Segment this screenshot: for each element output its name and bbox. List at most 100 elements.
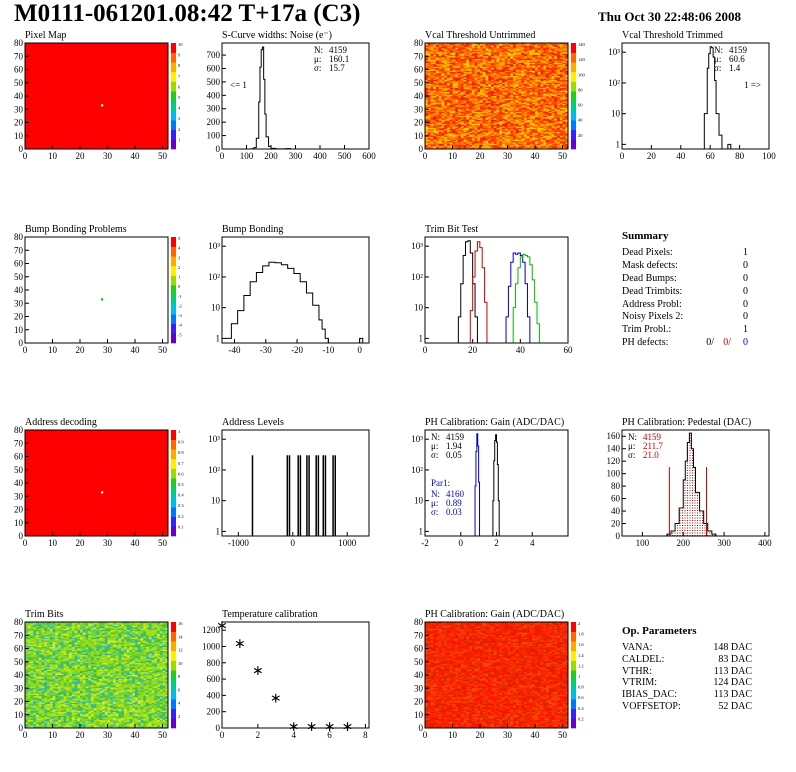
heatmap-cell (471, 99, 475, 102)
heatmap-cell (107, 622, 111, 624)
heatmap-cell (458, 147, 462, 149)
heatmap-cell (562, 58, 566, 61)
heatmap-cell (507, 46, 511, 49)
heatmap-cell (436, 133, 440, 135)
heatmap-cell (526, 70, 530, 73)
overflow-label: <= 1 (230, 80, 247, 90)
heatmap-cell (510, 50, 514, 53)
heatmap-cell (452, 80, 456, 82)
heatmap-cell (480, 125, 484, 127)
heatmap-cell (521, 131, 525, 134)
heatmap-cell (502, 138, 506, 141)
heatmap-cell (499, 52, 503, 54)
heatmap-cell (540, 117, 544, 119)
heatmap-cell (518, 64, 522, 66)
heatmap-cell (466, 129, 470, 131)
heatmap-cell (496, 118, 500, 121)
heatmap-cell (557, 106, 561, 109)
heatmap-cell (441, 102, 445, 105)
heatmap-cell (521, 125, 525, 127)
heatmap-cell (436, 89, 440, 92)
heatmap-cell (433, 129, 437, 131)
heatmap-cell (458, 127, 462, 130)
heatmap-cell (71, 627, 75, 630)
heatmap-cell (513, 49, 517, 52)
heatmap-cell (477, 44, 481, 47)
heatmap-cell (485, 43, 489, 45)
heatmap-cell (502, 129, 506, 131)
heatmap-cell (515, 114, 519, 117)
heatmap-cell (463, 119, 467, 122)
heatmap-cell (438, 119, 442, 122)
heatmap-cell (499, 48, 503, 51)
heatmap-cell (562, 138, 566, 141)
heatmap-cell (496, 45, 500, 48)
heatmap-cell (557, 109, 561, 111)
heatmap-cell (469, 54, 473, 57)
heatmap-cell (447, 54, 451, 57)
heatmap-cell (463, 69, 467, 72)
heatmap-cell (526, 82, 530, 85)
heatmap-cell (107, 629, 111, 632)
heatmap-cell (537, 130, 541, 133)
heatmap-cell (159, 625, 163, 628)
heatmap-cell (502, 115, 506, 118)
heatmap-cell (537, 56, 541, 58)
heatmap-cell (526, 84, 530, 86)
heatmap-cell (425, 65, 429, 68)
heatmap-cell (447, 92, 451, 94)
heatmap-cell (502, 66, 506, 69)
heatmap-cell (458, 44, 462, 47)
x-tick-label: 100 (636, 538, 650, 548)
heatmap-cell (69, 624, 73, 627)
heatmap-cell (535, 64, 539, 66)
heatmap-cell (444, 131, 448, 134)
heatmap-cell (518, 78, 522, 81)
heatmap-cell (452, 73, 456, 76)
heatmap-cell (91, 627, 95, 630)
heatmap-cell (551, 97, 555, 100)
y-tick-label: 10² (411, 272, 423, 282)
heatmap-cell (430, 146, 434, 149)
heatmap-cell (485, 53, 489, 56)
heatmap-cell (449, 93, 453, 96)
heatmap-cell (559, 117, 563, 119)
heatmap-cell (562, 119, 566, 122)
heatmap-cell (548, 107, 552, 110)
heatmap-cell (458, 66, 462, 69)
x-tick-label: 10 (48, 345, 58, 355)
heatmap-cell (460, 69, 464, 72)
heatmap-cell (452, 137, 456, 139)
heatmap-cell (427, 94, 431, 97)
stats2-label: μ: (431, 498, 438, 508)
heatmap-cell (427, 73, 431, 76)
heatmap-cell (480, 52, 484, 54)
heatmap-cell (482, 126, 486, 129)
heatmap-cell (433, 113, 437, 115)
heatmap-cell (488, 52, 492, 54)
heatmap-cell (507, 50, 511, 53)
heatmap-cell (447, 96, 451, 98)
heatmap-cell (469, 61, 473, 64)
heatmap-cell (537, 133, 541, 135)
heatmap-cell (436, 126, 440, 129)
heatmap-cell (524, 60, 528, 62)
heatmap-cell (159, 627, 163, 630)
heatmap-cell (436, 54, 440, 57)
heatmap-cell (493, 56, 497, 58)
heatmap-cell (477, 85, 481, 88)
heatmap-cell (449, 131, 453, 134)
heatmap-cell (496, 135, 500, 138)
heatmap-cell (548, 94, 552, 97)
heatmap-cell (66, 628, 70, 631)
heatmap-cell (438, 45, 442, 48)
heatmap-cell (449, 109, 453, 111)
heatmap-cell (524, 133, 528, 135)
heatmap-cell (438, 90, 442, 93)
heatmap-cell (532, 121, 536, 123)
heatmap-cell (441, 111, 445, 114)
heatmap-cell (521, 143, 525, 146)
heatmap-cell (463, 56, 467, 58)
heatmap-cell (551, 98, 555, 101)
heatmap-cell (540, 74, 544, 77)
